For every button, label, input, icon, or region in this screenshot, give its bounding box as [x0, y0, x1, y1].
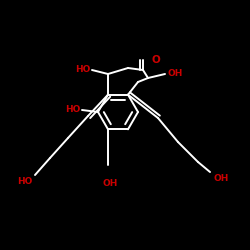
Text: OH: OH — [167, 70, 182, 78]
Text: HO: HO — [74, 66, 90, 74]
Text: OH: OH — [102, 179, 118, 188]
Text: HO: HO — [64, 106, 80, 114]
Text: OH: OH — [213, 174, 228, 183]
Text: O: O — [151, 55, 160, 65]
Text: HO: HO — [16, 177, 32, 186]
